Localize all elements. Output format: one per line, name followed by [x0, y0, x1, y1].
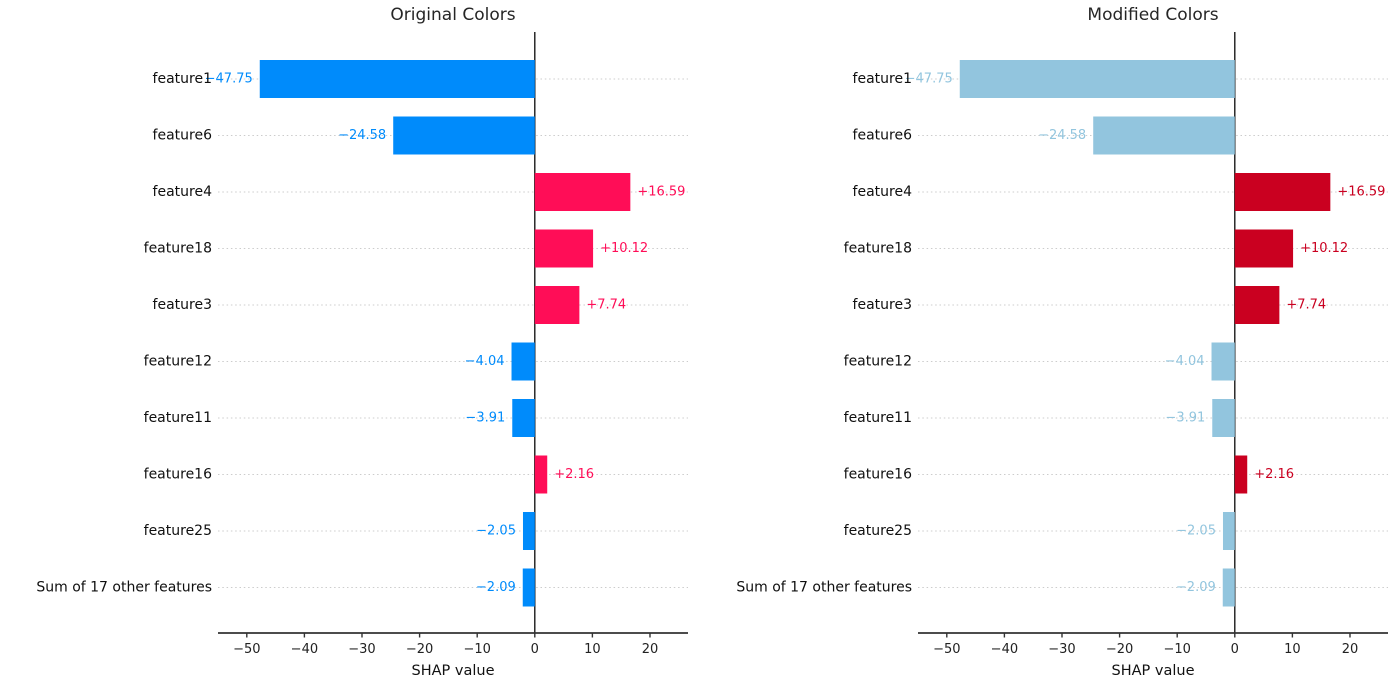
value-label: −3.91: [465, 411, 505, 426]
value-label: −2.09: [1176, 580, 1216, 595]
shap-bar-feature11: [1212, 399, 1235, 437]
shap-bar-feature12: [1211, 342, 1235, 381]
shap-bar-feature6: [1093, 116, 1235, 155]
value-label: −47.75: [205, 72, 253, 87]
chart-title: Modified Colors: [1087, 5, 1219, 25]
shap-bar-feature3: [1234, 286, 1280, 324]
value-label: −4.04: [465, 354, 505, 369]
shap-bar-feature25: [1222, 512, 1235, 550]
value-label: −2.05: [476, 524, 516, 539]
value-label: −3.91: [1165, 411, 1205, 426]
chart-title: Original Colors: [390, 5, 516, 25]
shap-bar-feature4: [534, 173, 631, 211]
shap-bar-feature25: [522, 512, 535, 550]
shap-bar-feature18: [534, 229, 594, 268]
feature-label: feature3: [853, 297, 912, 313]
feature-label: feature12: [144, 354, 212, 370]
x-tick-label: −50: [233, 642, 260, 657]
chart-modified-colors: Modified Colors −47.75 feature1 −24.58 feat…: [700, 0, 1400, 687]
x-tick-label: 10: [584, 642, 601, 657]
shap-bar-feature3: [534, 286, 580, 324]
value-label: −24.58: [1038, 128, 1086, 143]
shap-bar-feature6: [393, 116, 535, 155]
value-label: +16.59: [637, 185, 685, 200]
x-tick-label: −10: [463, 642, 490, 657]
feature-label: feature4: [853, 184, 913, 200]
value-label: +10.12: [600, 241, 648, 256]
shap-bar-feature1: [259, 60, 535, 98]
feature-label: feature6: [153, 128, 213, 144]
x-tick-label: 20: [642, 642, 659, 657]
feature-label: feature3: [153, 297, 212, 313]
x-axis-title: SHAP value: [1112, 663, 1195, 679]
x-tick-label: −40: [991, 642, 1018, 657]
feature-label: feature12: [844, 354, 912, 370]
x-tick-label: −50: [933, 642, 960, 657]
x-tick-label: −10: [1163, 642, 1190, 657]
shap-bar-feature18: [1234, 229, 1294, 268]
x-axis-title: SHAP value: [412, 663, 495, 679]
feature-label: feature16: [844, 467, 912, 483]
x-tick-label: 0: [531, 642, 539, 657]
value-label: −2.09: [476, 580, 516, 595]
shap-bar-feature4: [1234, 173, 1331, 211]
shap-bar-feature12: [511, 342, 535, 381]
value-label: +10.12: [1300, 241, 1348, 256]
value-label: +2.16: [554, 467, 594, 482]
value-label: −4.04: [1165, 354, 1205, 369]
feature-label: feature4: [153, 184, 213, 200]
feature-label: feature6: [853, 128, 913, 144]
feature-label: feature1: [153, 71, 212, 87]
x-tick-label: −20: [1106, 642, 1133, 657]
feature-label: feature25: [844, 523, 912, 539]
feature-label: feature25: [144, 523, 212, 539]
value-label: +16.59: [1337, 185, 1385, 200]
feature-label: Sum of 17 other features: [736, 580, 912, 596]
value-label: −24.58: [338, 128, 386, 143]
feature-label: feature16: [144, 467, 212, 483]
feature-label: Sum of 17 other features: [36, 580, 212, 596]
value-label: +2.16: [1254, 467, 1294, 482]
feature-label: feature11: [844, 410, 912, 426]
shap-bar-feature16: [1234, 455, 1248, 494]
value-label: +7.74: [586, 298, 626, 313]
value-label: −2.05: [1176, 524, 1216, 539]
feature-label: feature1: [853, 71, 912, 87]
shap-bar-sum-of-17-other-features: [1222, 568, 1235, 607]
x-tick-label: 10: [1284, 642, 1301, 657]
x-tick-label: −30: [348, 642, 375, 657]
shap-bar-feature1: [959, 60, 1235, 98]
chart-original-colors: Original Colors −47.75 feature1 −24.58 feat…: [36, 5, 688, 679]
shap-bar-feature16: [534, 455, 548, 494]
x-tick-label: −20: [406, 642, 433, 657]
feature-label: feature11: [144, 410, 212, 426]
value-label: +7.74: [1286, 298, 1326, 313]
x-tick-label: 20: [1342, 642, 1359, 657]
feature-label: feature18: [844, 241, 912, 257]
feature-label: feature18: [144, 241, 212, 257]
shap-bar-sum-of-17-other-features: [522, 568, 535, 607]
shap-bar-feature11: [512, 399, 535, 437]
value-label: −47.75: [905, 72, 953, 87]
x-tick-label: −30: [1048, 642, 1075, 657]
x-tick-label: −40: [291, 642, 318, 657]
x-tick-label: 0: [1231, 642, 1239, 657]
